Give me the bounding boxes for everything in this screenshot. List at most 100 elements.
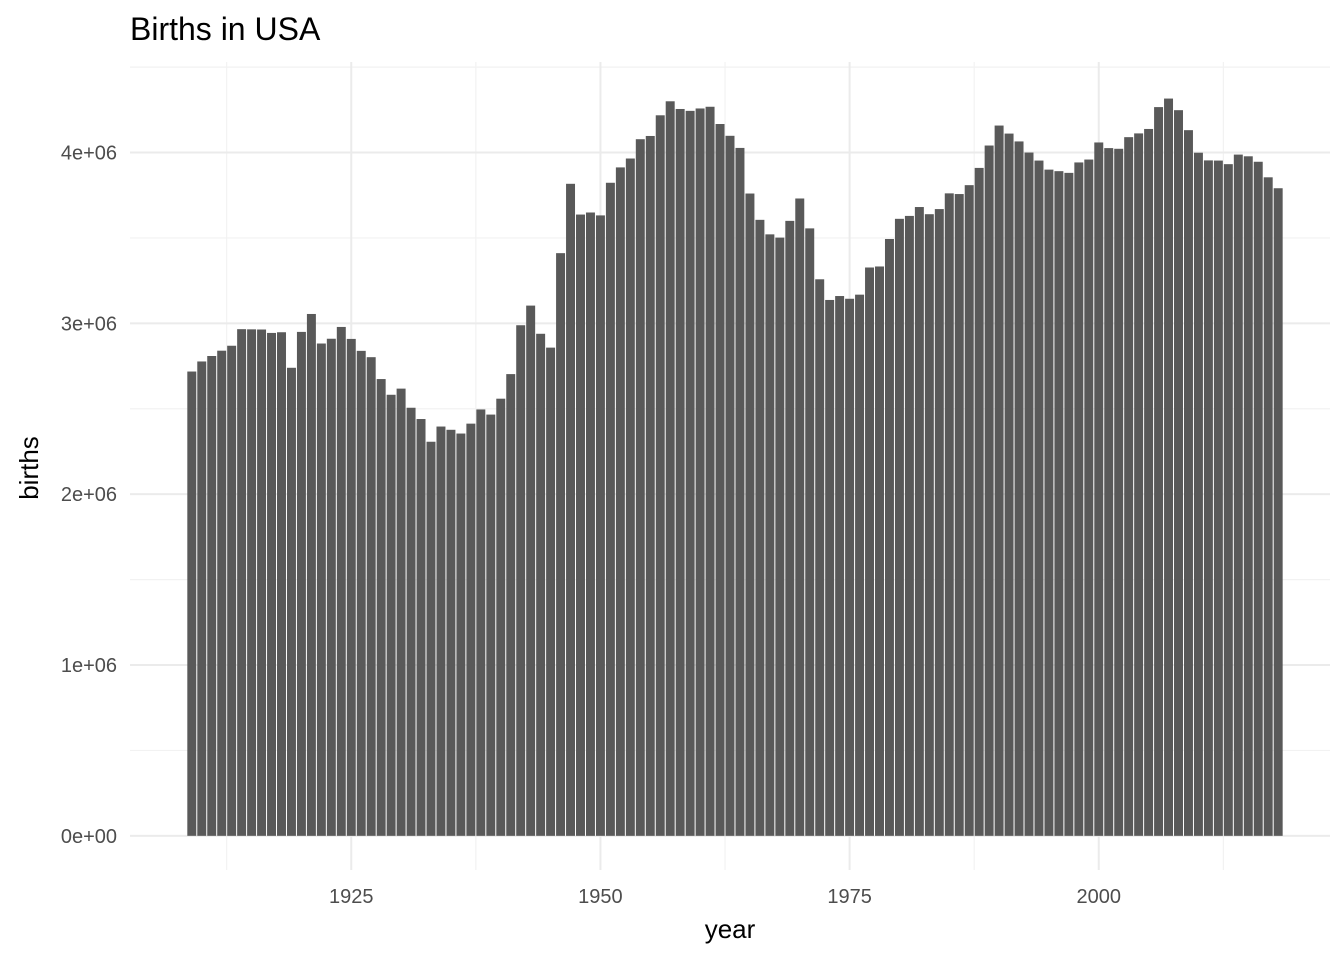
bar bbox=[356, 350, 366, 836]
bar bbox=[247, 329, 257, 836]
bar bbox=[984, 145, 994, 836]
x-tick-label: 1975 bbox=[827, 886, 872, 908]
bar bbox=[1004, 133, 1014, 836]
bar bbox=[685, 110, 695, 836]
x-axis-ticks: 1925 1950 1975 2000 bbox=[329, 886, 1121, 908]
bar bbox=[1193, 152, 1203, 836]
bar bbox=[635, 139, 645, 836]
bar bbox=[486, 414, 496, 836]
bar bbox=[436, 426, 446, 836]
bar bbox=[595, 215, 605, 836]
bar bbox=[924, 214, 934, 836]
bar bbox=[1084, 159, 1094, 836]
bar bbox=[695, 108, 705, 836]
bar bbox=[456, 433, 466, 836]
bar bbox=[366, 357, 376, 836]
bar bbox=[267, 332, 277, 836]
y-tick-label: 3e+06 bbox=[61, 313, 117, 335]
bar bbox=[735, 147, 745, 836]
bar bbox=[994, 125, 1004, 836]
bar bbox=[386, 394, 396, 836]
bar bbox=[306, 313, 316, 836]
bar bbox=[875, 266, 884, 836]
bar bbox=[1154, 107, 1164, 836]
y-tick-label: 0e+00 bbox=[61, 826, 117, 848]
x-tick-label: 1925 bbox=[329, 886, 374, 908]
bar bbox=[396, 388, 406, 836]
bar bbox=[1124, 137, 1134, 836]
bar bbox=[237, 329, 247, 836]
bar bbox=[506, 374, 516, 836]
bar bbox=[1034, 160, 1044, 836]
y-tick-label: 4e+06 bbox=[61, 143, 117, 165]
bar bbox=[277, 332, 286, 836]
bar bbox=[296, 331, 306, 836]
bar bbox=[1263, 177, 1273, 836]
bar bbox=[755, 219, 765, 836]
bar bbox=[446, 429, 456, 836]
y-axis-ticks: 0e+00 1e+06 2e+06 3e+06 4e+06 bbox=[61, 143, 117, 848]
bars bbox=[187, 98, 1283, 836]
bar bbox=[1044, 169, 1054, 836]
bar bbox=[466, 423, 476, 836]
bar bbox=[526, 305, 536, 836]
bar bbox=[326, 338, 336, 836]
bar bbox=[745, 193, 755, 836]
bar bbox=[426, 441, 436, 836]
bar bbox=[1054, 171, 1064, 836]
bar bbox=[645, 135, 655, 836]
y-tick-label: 2e+06 bbox=[61, 484, 117, 506]
bar bbox=[1104, 148, 1114, 836]
bar bbox=[974, 167, 984, 836]
bar bbox=[346, 338, 356, 836]
bar bbox=[725, 135, 735, 836]
bar bbox=[825, 299, 835, 836]
bar bbox=[576, 214, 585, 836]
bar bbox=[894, 218, 904, 836]
bar bbox=[546, 347, 556, 836]
bar bbox=[1233, 154, 1243, 836]
bar bbox=[1024, 152, 1034, 836]
bar bbox=[257, 329, 267, 836]
bar bbox=[954, 194, 964, 836]
bar bbox=[1273, 188, 1283, 836]
bar bbox=[705, 106, 715, 836]
bar bbox=[655, 115, 665, 836]
bar bbox=[516, 325, 526, 836]
bar bbox=[1243, 156, 1253, 836]
bar bbox=[336, 326, 346, 836]
bar bbox=[1174, 110, 1183, 836]
bar bbox=[476, 409, 486, 836]
bar bbox=[217, 350, 227, 836]
bar bbox=[1164, 98, 1174, 836]
bar bbox=[585, 212, 595, 836]
bar bbox=[536, 333, 546, 836]
x-tick-label: 2000 bbox=[1077, 886, 1122, 908]
x-tick-label: 1950 bbox=[578, 886, 623, 908]
bar bbox=[1203, 160, 1213, 836]
bar bbox=[805, 228, 815, 836]
bar bbox=[1114, 148, 1124, 836]
bar bbox=[1134, 133, 1144, 836]
bar bbox=[1074, 162, 1084, 836]
y-tick-label: 1e+06 bbox=[61, 655, 117, 677]
bar bbox=[1213, 160, 1223, 836]
bar bbox=[566, 183, 576, 836]
bar bbox=[615, 167, 625, 836]
bar bbox=[815, 279, 825, 836]
bar bbox=[556, 253, 566, 836]
bar bbox=[1223, 164, 1233, 836]
bar bbox=[765, 234, 775, 836]
bar bbox=[207, 355, 217, 836]
bar bbox=[715, 124, 725, 836]
bar bbox=[944, 193, 954, 836]
bar bbox=[1253, 161, 1263, 836]
bar bbox=[845, 298, 855, 836]
bar bbox=[785, 220, 795, 836]
bar bbox=[406, 407, 416, 836]
bar bbox=[865, 267, 875, 836]
bar bbox=[286, 367, 296, 836]
bar bbox=[187, 371, 197, 836]
y-axis-title: births bbox=[14, 436, 44, 500]
